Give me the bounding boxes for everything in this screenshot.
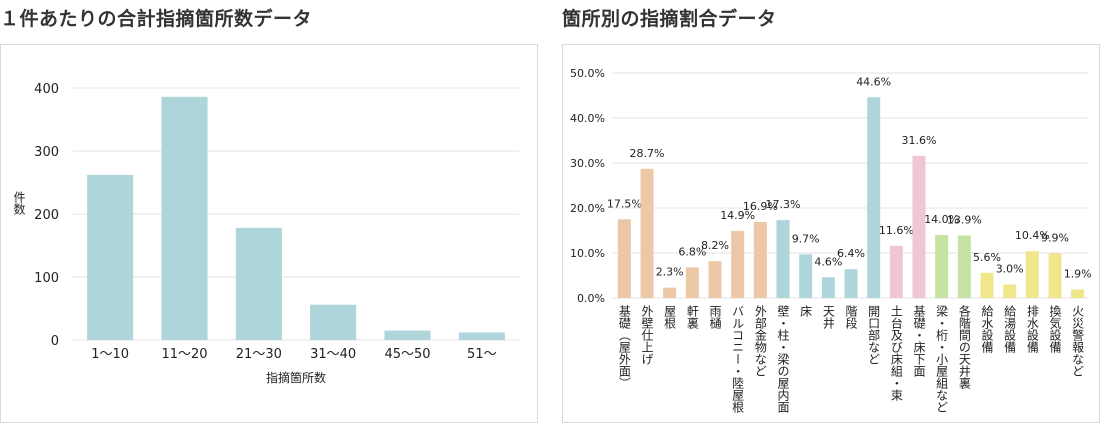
- x-tick-label: 換気設備: [1048, 305, 1062, 354]
- data-label: 2.3%: [656, 266, 684, 279]
- data-label: 6.4%: [837, 247, 865, 260]
- bar: [617, 219, 631, 298]
- bar: [310, 304, 357, 340]
- x-tick-label: 土台及び床組・束: [889, 305, 903, 402]
- data-label: 17.3%: [766, 198, 801, 211]
- x-tick-label: 51〜: [467, 347, 497, 362]
- y-tick-label: 100: [34, 271, 59, 286]
- data-label: 9.7%: [792, 232, 820, 245]
- y-tick-label: 300: [34, 145, 59, 160]
- y-tick-label: 0: [51, 334, 59, 349]
- y-tick-label: 40.0%: [570, 112, 605, 125]
- data-label: 6.8%: [678, 245, 706, 258]
- bar: [663, 287, 677, 298]
- x-axis-title: 指摘箇所数: [266, 370, 326, 385]
- bar: [235, 227, 282, 340]
- x-tick-label: 開口部など: [867, 305, 881, 365]
- data-label: 44.6%: [856, 75, 891, 88]
- bar: [935, 235, 949, 298]
- data-label: 28.7%: [630, 147, 665, 160]
- bar: [753, 221, 767, 298]
- bar: [912, 155, 926, 298]
- y-axis-title: 件数: [12, 191, 26, 216]
- y-tick-label: 20.0%: [570, 202, 605, 215]
- bar: [776, 220, 790, 298]
- data-label: 31.6%: [902, 134, 937, 147]
- data-label: 16.9%: [743, 200, 778, 213]
- x-tick-label: 階段: [844, 304, 858, 330]
- bar: [640, 168, 654, 298]
- x-tick-label: 基礎・床下面: [912, 305, 926, 377]
- x-tick-label: 45〜50: [384, 347, 430, 362]
- bar: [867, 97, 881, 298]
- bar: [685, 267, 699, 298]
- bar: [821, 277, 835, 298]
- bar: [1003, 284, 1017, 298]
- bar: [799, 254, 813, 298]
- x-tick-label: 各階間の天井裏: [957, 304, 971, 390]
- bar: [1071, 289, 1085, 298]
- bar: [980, 272, 994, 298]
- y-tick-label: 200: [34, 208, 59, 223]
- data-label: 10.4%: [1015, 229, 1050, 242]
- x-tick-label: 壁・柱・梁の屋内面: [776, 304, 790, 413]
- bar: [458, 332, 505, 340]
- data-label: 1.9%: [1064, 267, 1092, 280]
- bar: [889, 245, 903, 298]
- count-chart: 0 100 200 300 400 1〜10 11〜20 21〜30 31〜40 45〜50 51〜…: [12, 82, 519, 385]
- data-label: 14.0%: [924, 213, 959, 226]
- bar: [844, 269, 858, 298]
- x-tick-label: 軒裏: [685, 305, 699, 330]
- y-tick-label: 400: [34, 82, 59, 97]
- data-label: 9.9%: [1041, 231, 1069, 244]
- bar: [384, 330, 431, 340]
- x-tick-label: 11〜20: [161, 347, 207, 362]
- bar: [161, 96, 208, 340]
- x-tick-label: 排水設備: [1025, 305, 1039, 354]
- x-tick-label: 21〜30: [236, 347, 282, 362]
- x-tick-label: バルコニー・陸屋根: [731, 305, 745, 413]
- x-tick-label: 31〜40: [310, 347, 356, 362]
- y-tick-label: 0.0%: [577, 292, 605, 305]
- x-tick-label: 給湯設備: [1003, 305, 1017, 354]
- right-chart-title: 箇所別の指摘割合データ: [562, 8, 777, 30]
- y-tick-label: 50.0%: [570, 67, 605, 80]
- count-chart-panel: 0 100 200 300 400 1〜10 11〜20 21〜30 31〜40 45〜50 51〜…: [0, 44, 538, 423]
- x-tick-label: 外部金物など: [753, 305, 767, 377]
- bar: [708, 261, 722, 298]
- x-tick-label: 天井: [821, 305, 835, 330]
- x-tick-label: 火災警報など: [1071, 305, 1085, 377]
- bar: [87, 174, 134, 340]
- bar: [731, 230, 745, 298]
- data-label: 5.6%: [973, 251, 1001, 264]
- data-label: 13.9%: [947, 213, 982, 226]
- bar: [1048, 253, 1062, 298]
- left-chart-title: １件あたりの合計指摘箇所数データ: [0, 8, 313, 30]
- data-label: 4.6%: [814, 255, 842, 268]
- ratio-chart-panel: 0.0% 10.0% 20.0% 30.0% 40.0% 50.0% 17.5% 基礎（屋外面…: [562, 44, 1100, 423]
- ratio-chart: 0.0% 10.0% 20.0% 30.0% 40.0% 50.0% 17.5% 基礎（屋外面…: [570, 67, 1092, 413]
- x-tick-label: 梁・桁・小屋組など: [935, 304, 949, 413]
- x-tick-label: 雨樋: [708, 305, 722, 330]
- data-label: 17.5%: [607, 197, 642, 210]
- x-tick-label: 給水設備: [980, 305, 994, 354]
- data-label: 3.0%: [996, 263, 1024, 276]
- x-tick-label: 床: [799, 305, 813, 317]
- x-tick-label: 屋根: [663, 305, 677, 329]
- x-tick-label: 外壁仕上げ: [640, 305, 654, 365]
- x-tick-label: 基礎（屋外面）: [617, 305, 631, 389]
- data-label: 8.2%: [701, 239, 729, 252]
- data-label: 14.9%: [720, 209, 755, 222]
- bar: [957, 235, 971, 298]
- y-tick-label: 10.0%: [570, 247, 605, 260]
- x-tick-label: 1〜10: [91, 347, 129, 362]
- data-label: 11.6%: [879, 224, 914, 237]
- y-tick-label: 30.0%: [570, 157, 605, 170]
- bar: [1025, 251, 1039, 298]
